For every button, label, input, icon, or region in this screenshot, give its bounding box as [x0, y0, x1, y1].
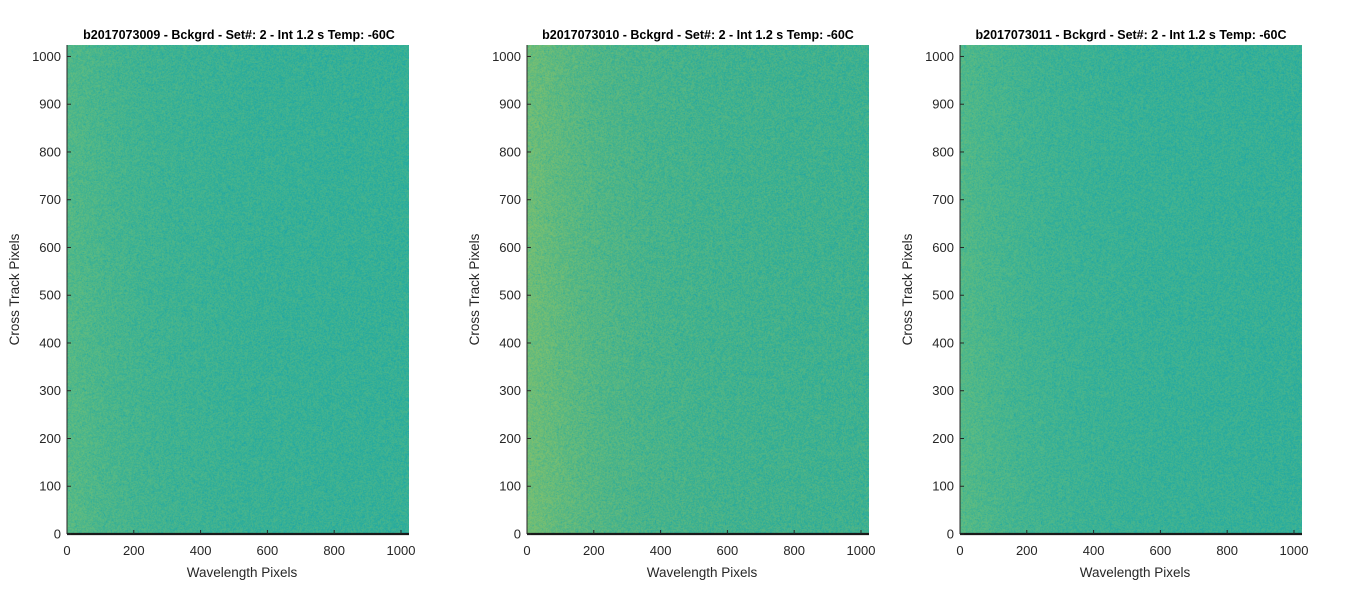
x-tick-label: 200 — [1016, 543, 1038, 558]
x-tick-label: 600 — [717, 543, 739, 558]
y-tick-label: 600 — [39, 240, 61, 255]
y-tick-label: 700 — [499, 192, 521, 207]
x-tick-label: 0 — [63, 543, 70, 558]
heatmap-image — [67, 45, 409, 534]
y-tick-label: 0 — [514, 527, 521, 542]
x-tick-label: 400 — [1083, 543, 1105, 558]
y-tick-label: 100 — [499, 479, 521, 494]
y-tick-label: 400 — [932, 335, 954, 350]
x-tick-label: 1000 — [1280, 543, 1309, 558]
y-tick-label: 200 — [39, 431, 61, 446]
y-tick-label: 900 — [39, 97, 61, 112]
x-axis-label: Wavelength Pixels — [1080, 565, 1191, 580]
y-axis-label: Cross Track Pixels — [467, 233, 482, 345]
x-tick-label: 400 — [650, 543, 672, 558]
y-tick-label: 300 — [39, 383, 61, 398]
y-tick-label: 400 — [39, 335, 61, 350]
y-tick-label: 700 — [932, 192, 954, 207]
y-tick-label: 600 — [499, 240, 521, 255]
x-tick-label: 1000 — [387, 543, 416, 558]
y-tick-label: 0 — [947, 527, 954, 542]
chart-title: b2017073009 - Bckgrd - Set#: 2 - Int 1.2… — [83, 28, 395, 42]
x-axis-label: Wavelength Pixels — [647, 565, 758, 580]
y-tick-label: 100 — [39, 479, 61, 494]
y-tick-label: 700 — [39, 192, 61, 207]
y-tick-label: 500 — [932, 288, 954, 303]
x-tick-label: 200 — [583, 543, 605, 558]
heatmap-image — [527, 45, 869, 534]
x-tick-label: 0 — [956, 543, 963, 558]
x-tick-label: 0 — [523, 543, 530, 558]
y-tick-label: 300 — [499, 383, 521, 398]
heatmap-panel-3: 0 100 200 300 400 500 600 700 800 900 1000 0 200 400 6… — [900, 28, 1308, 580]
y-tick-label: 1000 — [925, 49, 954, 64]
y-tick-label: 800 — [39, 144, 61, 159]
y-tick-label: 900 — [932, 97, 954, 112]
heatmap-panel-1: 0 100 200 300 400 500 600 700 800 900 1000 0 200 400 6… — [7, 28, 415, 580]
y-tick-label: 300 — [932, 383, 954, 398]
y-tick-label: 1000 — [492, 49, 521, 64]
x-tick-label: 600 — [257, 543, 279, 558]
heatmap-image — [960, 45, 1302, 534]
x-tick-label: 1000 — [847, 543, 876, 558]
y-axis-label: Cross Track Pixels — [7, 233, 22, 345]
x-tick-label: 800 — [1216, 543, 1238, 558]
x-tick-label: 800 — [783, 543, 805, 558]
heatmap-panel-2: 0 100 200 300 400 500 600 700 800 900 1000 0 200 400 6… — [467, 28, 875, 580]
x-tick-label: 400 — [190, 543, 212, 558]
y-tick-label: 200 — [499, 431, 521, 446]
x-axis-label: Wavelength Pixels — [187, 565, 298, 580]
y-tick-label: 800 — [499, 144, 521, 159]
y-tick-label: 400 — [499, 335, 521, 350]
y-axis-label: Cross Track Pixels — [900, 233, 915, 345]
x-tick-label: 200 — [123, 543, 145, 558]
y-tick-label: 800 — [932, 144, 954, 159]
y-tick-label: 0 — [54, 527, 61, 542]
x-tick-label: 800 — [323, 543, 345, 558]
y-tick-label: 600 — [932, 240, 954, 255]
y-tick-label: 500 — [39, 288, 61, 303]
y-tick-label: 500 — [499, 288, 521, 303]
y-tick-label: 100 — [932, 479, 954, 494]
y-tick-label: 1000 — [32, 49, 61, 64]
y-tick-label: 900 — [499, 97, 521, 112]
chart-title: b2017073011 - Bckgrd - Set#: 2 - Int 1.2… — [975, 28, 1286, 42]
y-tick-label: 200 — [932, 431, 954, 446]
chart-title: b2017073010 - Bckgrd - Set#: 2 - Int 1.2… — [542, 28, 854, 42]
x-tick-label: 600 — [1150, 543, 1172, 558]
